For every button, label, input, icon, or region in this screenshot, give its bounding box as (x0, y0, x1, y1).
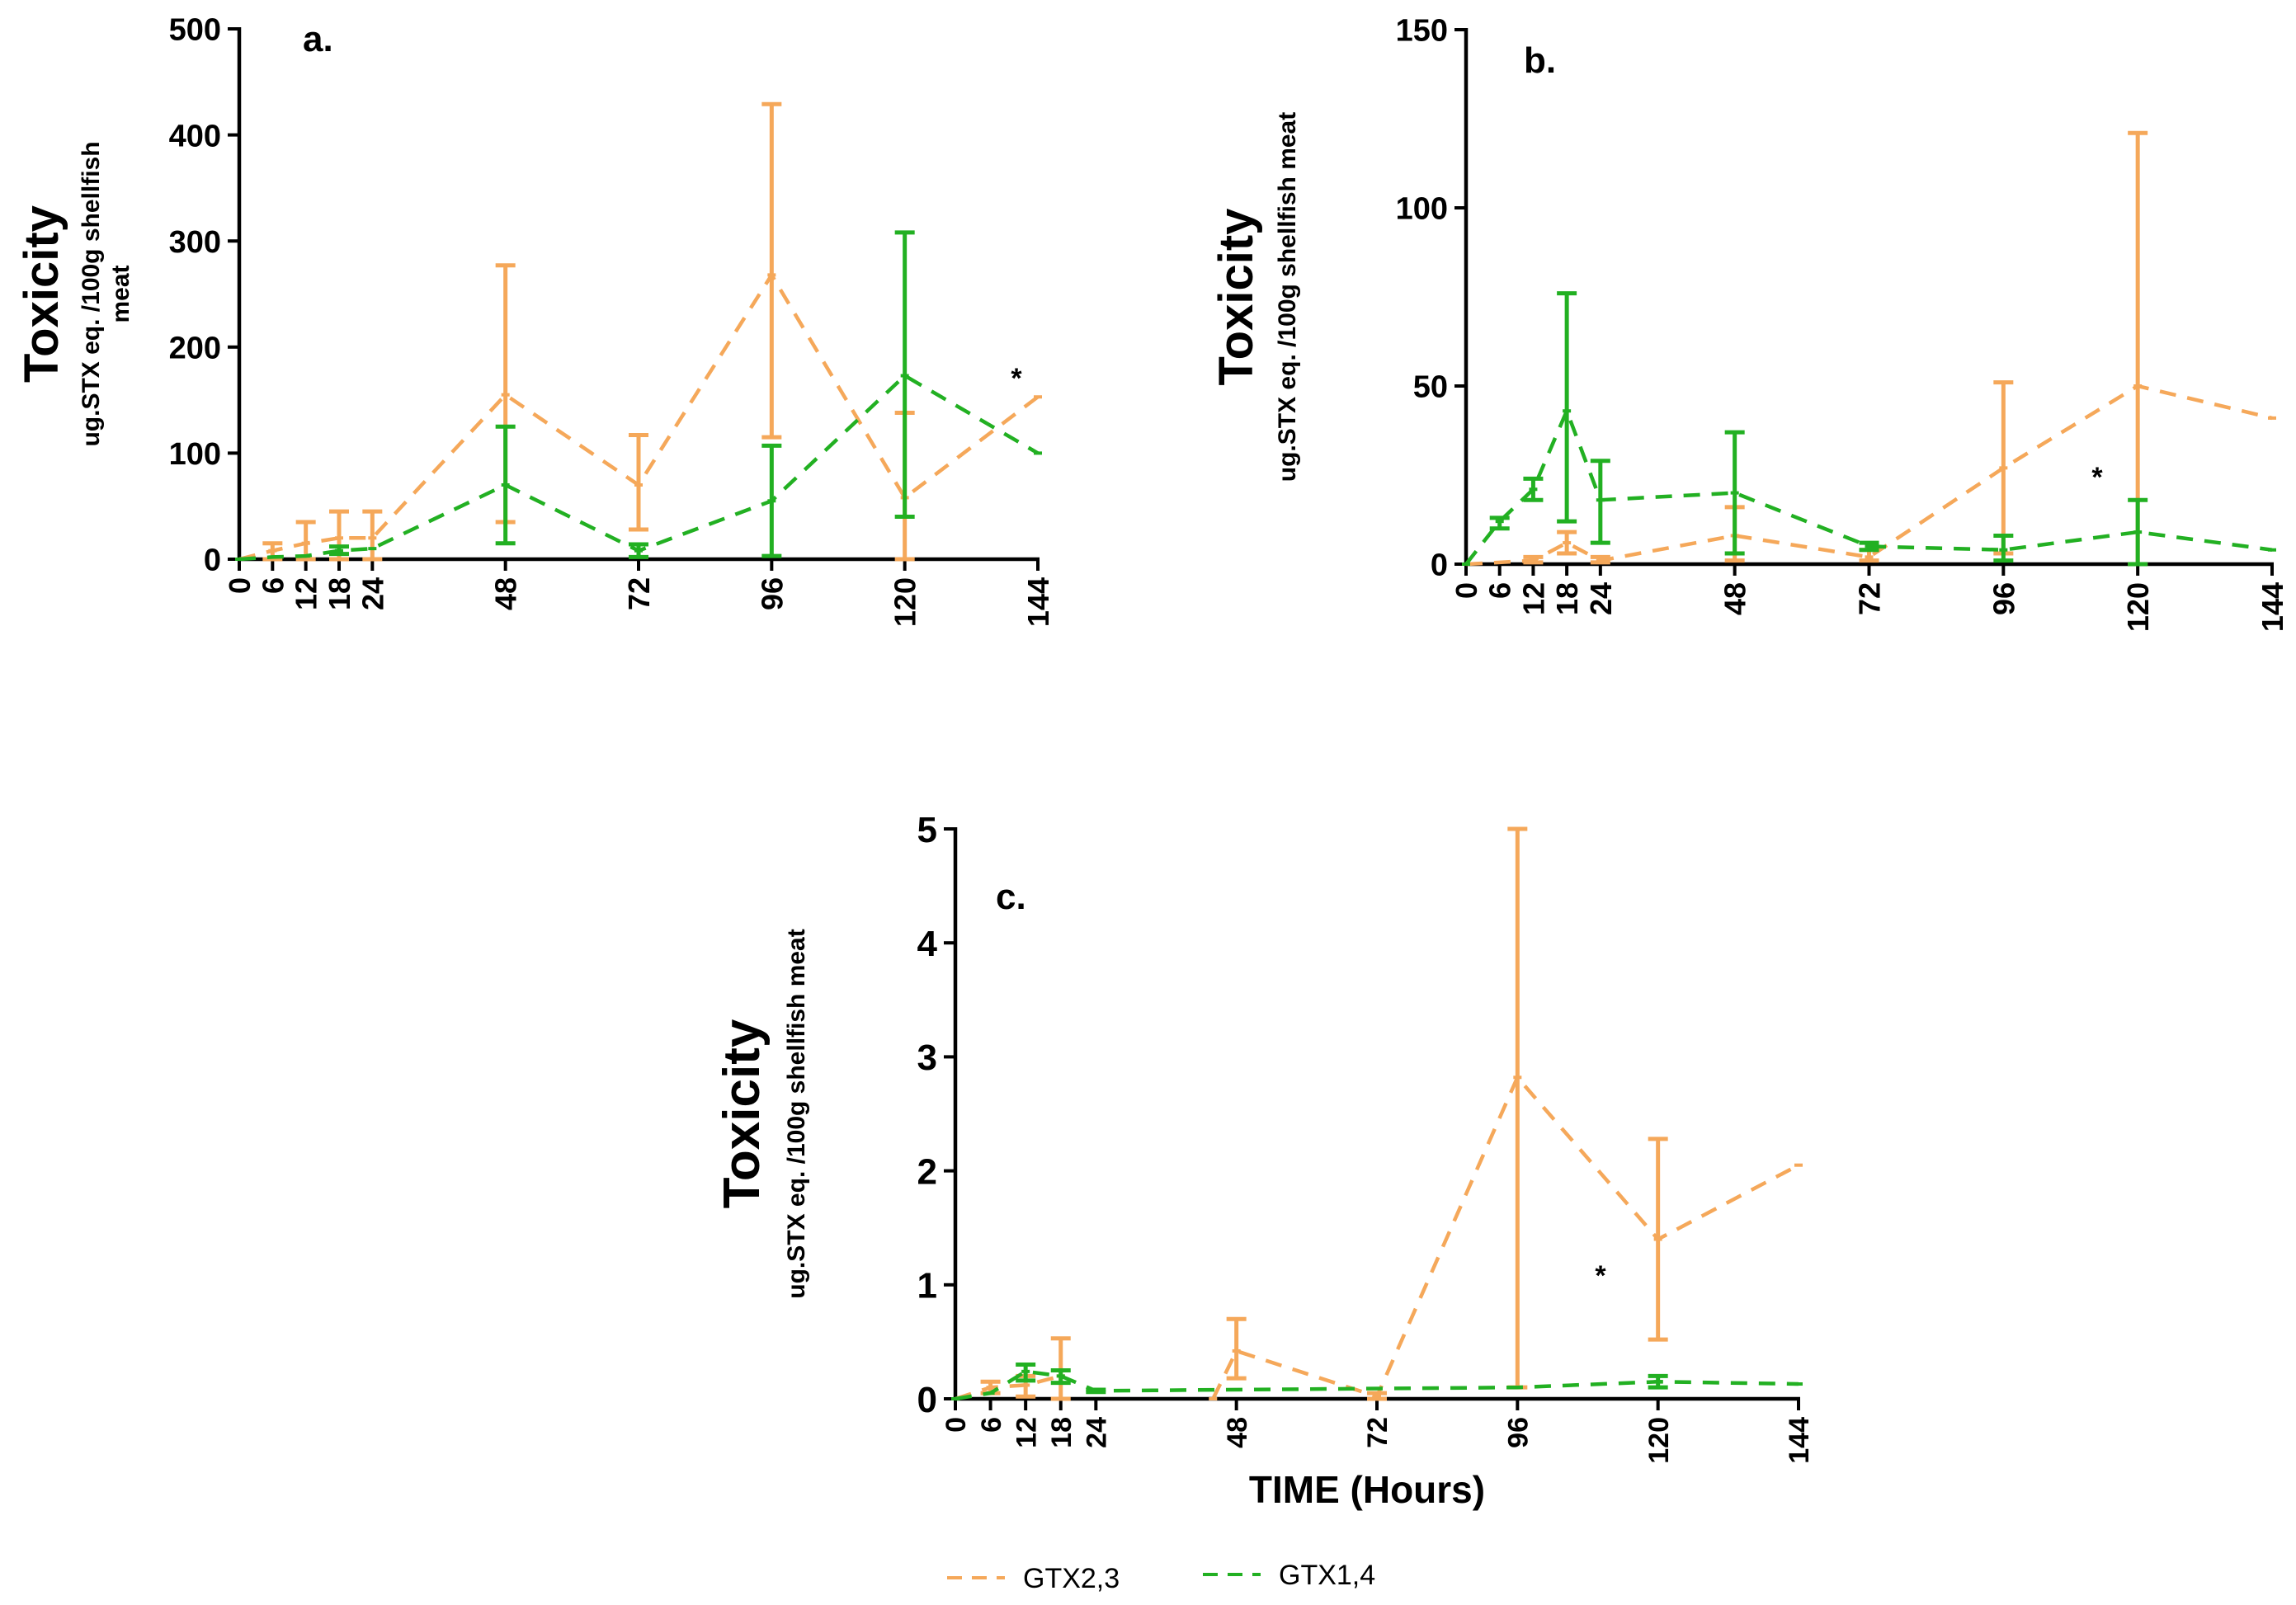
x-axis-title: TIME (Hours) (1249, 1468, 1485, 1511)
x-tick-label: 18 (323, 577, 356, 610)
y-axis-subtitle: ug.STX eq. /100g shellfish meat (783, 929, 810, 1298)
y-tick-label: 100 (169, 437, 221, 472)
x-tick-label: 48 (1718, 582, 1752, 615)
series-line (238, 271, 1040, 562)
error-bar (1489, 515, 1510, 531)
legend: GTX2,3 GTX1,4 (947, 1560, 1375, 1594)
series-GTX14 (1462, 291, 2276, 567)
y-tick-label: 100 (1396, 192, 1448, 227)
x-tick-label: 72 (1852, 582, 1886, 615)
panel-label: a. (303, 19, 333, 59)
x-tick-label: 12 (1011, 1417, 1042, 1448)
y-axis-title: Toxicity (1209, 209, 1263, 386)
error-bar (629, 433, 648, 532)
x-tick-label: 72 (622, 577, 656, 610)
x-tick-label: 24 (356, 577, 389, 610)
y-tick-label: 0 (917, 1380, 937, 1420)
x-tick-label: 144 (1784, 1417, 1815, 1464)
legend-label-gtx14: GTX1,4 (1279, 1560, 1375, 1591)
series-GTX23 (235, 101, 1042, 562)
x-tick-label: 48 (489, 577, 523, 610)
y-tick-label: 150 (1396, 14, 1448, 49)
x-tick-label: 6 (256, 577, 290, 594)
series-GTX23 (951, 826, 1803, 1401)
x-tick-label: 96 (755, 577, 789, 610)
x-tick-label: 18 (1046, 1417, 1077, 1448)
x-tick-label: 96 (1987, 582, 2020, 615)
error-bar (1557, 291, 1577, 524)
y-tick-label: 400 (169, 119, 221, 153)
x-tick-label: 0 (223, 577, 257, 594)
x-tick-label: 144 (1021, 577, 1055, 627)
series-line (1465, 384, 2273, 567)
legend-label-gtx23: GTX2,3 (1023, 1563, 1120, 1594)
series-GTX14 (235, 230, 1042, 562)
y-axis-subtitle: ug.STX eq. /100g shellfish (78, 141, 105, 446)
x-tick-label: 96 (1503, 1417, 1535, 1448)
x-tick-label: 0 (1450, 582, 1483, 599)
series-line (955, 1369, 1799, 1401)
y-tick-label: 0 (204, 544, 221, 578)
y-tick-label: 1 (917, 1266, 937, 1306)
y-axis-subtitle: ug.STX eq. /100g shellfish meat (1274, 112, 1301, 482)
error-bar (1507, 826, 1528, 1390)
error-bar (1226, 1316, 1247, 1381)
x-tick-label: 18 (1550, 582, 1584, 615)
error-bar (1590, 459, 1610, 545)
x-tick-label: 144 (2256, 582, 2289, 632)
significance-star: * (1595, 1260, 1606, 1292)
x-tick-label: 0 (941, 1417, 972, 1433)
y-axis-title: Toxicity (15, 205, 68, 383)
series-line (955, 1074, 1800, 1401)
y-tick-label: 5 (917, 810, 937, 850)
series-line (238, 373, 1040, 562)
x-tick-label: 6 (976, 1417, 1007, 1433)
error-bar (362, 509, 383, 562)
y-tick-label: 4 (917, 924, 938, 964)
y-tick-label: 500 (169, 13, 221, 48)
x-tick-label: 120 (889, 577, 922, 627)
x-tick-label: 120 (2121, 582, 2155, 632)
panel-label: c. (996, 877, 1026, 917)
x-tick-label: 48 (1222, 1417, 1253, 1448)
error-bar (295, 520, 316, 562)
y-tick-label: 0 (1431, 548, 1448, 583)
significance-star: * (2091, 462, 2103, 493)
y-tick-label: 50 (1413, 370, 1448, 405)
x-tick-label: 12 (290, 577, 323, 610)
y-tick-label: 3 (917, 1038, 937, 1078)
x-tick-label: 12 (1516, 582, 1550, 615)
x-tick-label: 6 (1483, 582, 1517, 599)
y-tick-label: 200 (169, 331, 221, 365)
x-tick-label: 120 (1643, 1417, 1675, 1464)
y-axis-title: Toxicity (714, 1019, 771, 1208)
y-axis-subtitle: meat (107, 265, 134, 322)
y-tick-label: 2 (917, 1151, 937, 1192)
x-tick-label: 24 (1082, 1417, 1113, 1448)
series-GTX23 (1462, 130, 2276, 567)
error-bar (1993, 533, 2014, 563)
series-GTX14 (951, 1363, 1803, 1401)
panel-label: b. (1524, 40, 1556, 81)
series-line (1464, 406, 2273, 566)
x-tick-label: 24 (1584, 582, 1618, 615)
error-bar (761, 101, 782, 440)
x-tick-label: 72 (1362, 1417, 1393, 1448)
y-tick-label: 300 (169, 225, 221, 260)
significance-star: * (1011, 363, 1022, 394)
